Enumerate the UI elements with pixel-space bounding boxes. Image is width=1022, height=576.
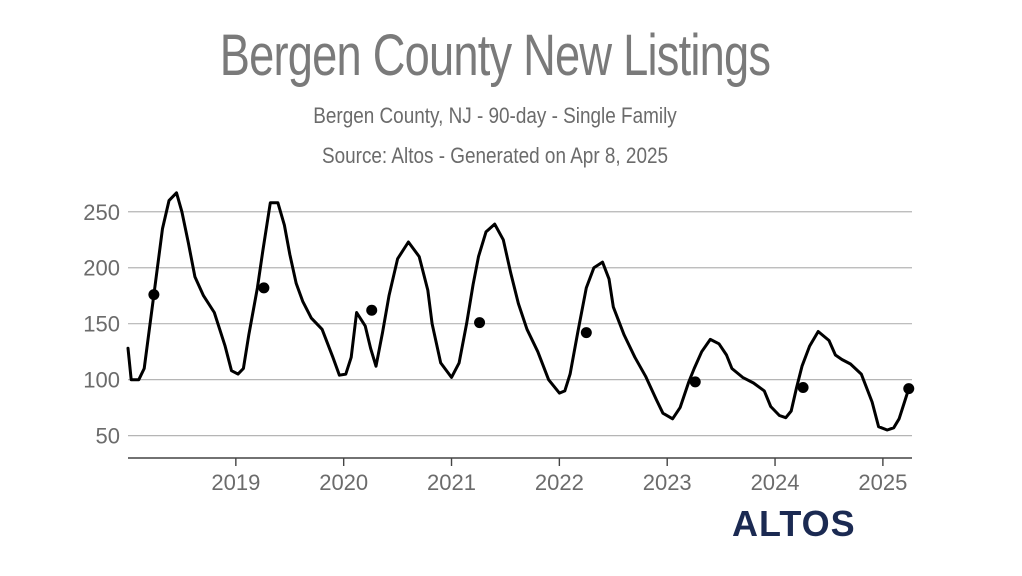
x-axis: 2019 2020 2021 2022 2023 2024 2025 [128,457,912,495]
series-group [126,191,911,432]
y-tick-label: 100 [83,368,120,393]
data-point-marker [580,327,592,339]
x-tick-label: 2019 [211,470,260,495]
chart-source: Source: Altos - Generated on Apr 8, 2025 [321,143,669,168]
grid-lines [128,211,912,437]
data-point-marker [903,383,915,395]
series-line [126,191,911,432]
y-tick-label: 150 [83,312,120,337]
x-tick-label: 2020 [319,470,368,495]
altos-logo: ALTOS [732,503,856,544]
y-tick-label: 250 [83,200,120,225]
marker-group [148,282,915,395]
data-point-marker [474,317,486,329]
chart-title: Bergen County New Listings [219,23,771,88]
chart-subtitle: Bergen County, NJ - 90-day - Single Fami… [313,103,677,128]
y-tick-label: 50 [96,424,120,449]
x-tick-label: 2021 [427,470,476,495]
x-tick-label: 2023 [643,470,692,495]
x-tick-label: 2022 [535,470,584,495]
data-point-marker [797,381,809,393]
data-point-marker [258,282,270,294]
data-point-marker [148,289,160,301]
y-axis-ticks: 50 100 150 200 250 [83,200,120,449]
x-tick-label: 2025 [858,470,907,495]
data-point-marker [366,304,378,316]
data-point-marker [689,376,701,388]
y-tick-label: 200 [83,256,120,281]
x-tick-label: 2024 [751,470,800,495]
